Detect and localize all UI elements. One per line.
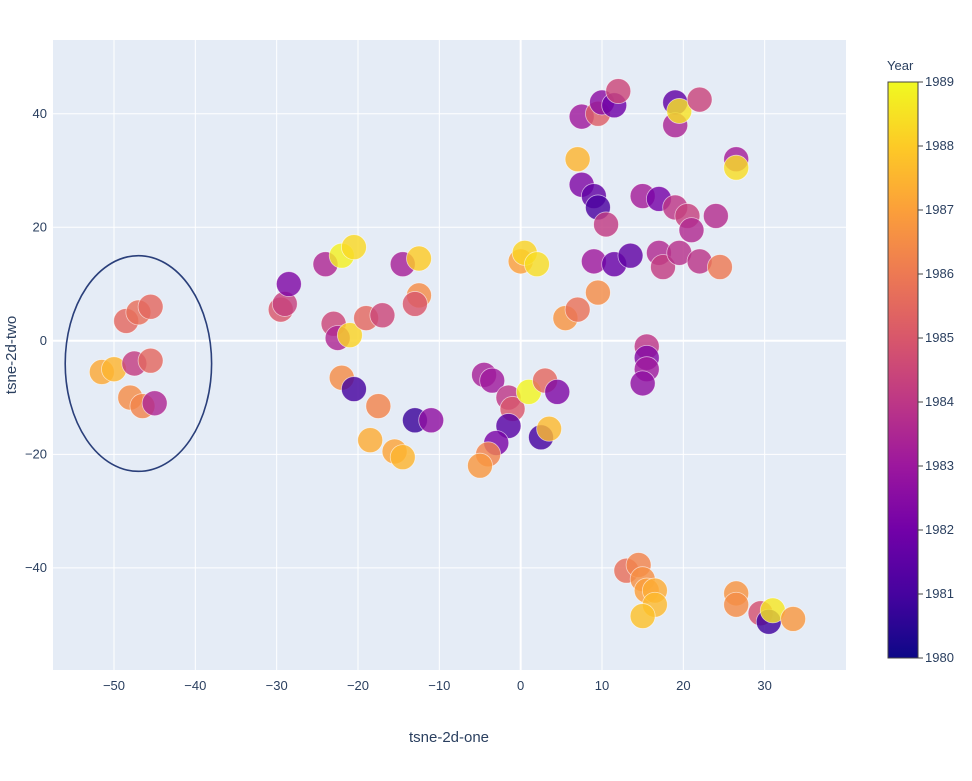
colorbar-tick-label: 1987 <box>925 202 954 217</box>
x-tick-labels: −50 −40 −30 −20 −10 0 10 20 30 <box>103 678 772 693</box>
y-tick-label: 20 <box>33 219 47 234</box>
x-tick-label: −20 <box>347 678 369 693</box>
x-tick-label: −10 <box>428 678 450 693</box>
data-point <box>723 591 750 618</box>
data-point <box>467 452 493 479</box>
data-point <box>536 415 563 442</box>
data-point <box>137 347 164 374</box>
data-point <box>593 211 619 238</box>
data-point <box>141 390 168 417</box>
data-point <box>341 376 367 402</box>
y-axis-title: tsne-2d-two <box>3 316 20 394</box>
colorbar-tick-label: 1988 <box>925 138 954 153</box>
x-axis-title: tsne-2d-one <box>409 729 489 746</box>
colorbar-tick-label: 1989 <box>925 74 954 89</box>
data-point <box>564 146 591 173</box>
y-tick-label: 40 <box>33 106 47 121</box>
data-point <box>544 378 571 405</box>
data-points <box>88 78 807 635</box>
colorbar-title: Year <box>887 58 914 73</box>
data-point <box>365 393 392 419</box>
data-point <box>723 154 750 181</box>
colorbar-tick-label: 1981 <box>925 586 954 601</box>
colorbar-tick-label: 1983 <box>925 458 954 473</box>
y-tick-labels: −40 −20 0 20 40 <box>25 106 47 575</box>
plot-background <box>53 40 846 670</box>
annotation-circle <box>64 254 213 473</box>
y-tick-label: −40 <box>25 560 47 575</box>
data-point <box>137 293 164 320</box>
x-tick-label: −50 <box>103 678 125 693</box>
data-point <box>605 78 632 104</box>
data-point <box>275 271 302 297</box>
x-tick-label: 10 <box>595 678 609 693</box>
colorbar-ticks: 1980 1981 1982 1983 1984 1985 1986 1987 1988 1989 <box>918 74 954 665</box>
y-tick-label: −20 <box>25 446 47 461</box>
colorbar: Year 19801981198219831984198519861987198… <box>887 58 954 665</box>
data-point <box>402 291 428 317</box>
colorbar-gradient <box>887 81 919 659</box>
x-tick-label: −30 <box>266 678 288 693</box>
y-tick-label: 0 <box>40 333 47 348</box>
data-point <box>617 242 644 269</box>
colorbar-tick-label: 1984 <box>925 394 954 409</box>
data-point <box>406 245 432 272</box>
data-point <box>336 322 363 349</box>
data-point <box>780 606 807 632</box>
data-point <box>564 296 591 323</box>
data-point <box>389 444 416 471</box>
data-point <box>702 203 729 229</box>
data-point <box>629 370 656 397</box>
data-point <box>418 407 445 434</box>
data-point <box>585 279 611 306</box>
x-tick-label: 0 <box>517 678 524 693</box>
data-point <box>341 234 367 261</box>
data-point <box>678 217 705 244</box>
data-point <box>524 251 550 278</box>
colorbar-tick-label: 1980 <box>925 650 954 665</box>
data-point <box>629 603 656 629</box>
x-tick-label: 30 <box>757 678 771 693</box>
x-tick-label: −40 <box>184 678 206 693</box>
x-tick-label: 20 <box>676 678 690 693</box>
data-point <box>479 367 506 394</box>
data-point <box>686 86 713 113</box>
data-point <box>707 254 733 280</box>
colorbar-tick-label: 1986 <box>925 266 954 281</box>
colorbar-tick-label: 1985 <box>925 330 954 345</box>
data-point <box>369 302 396 329</box>
colorbar-tick-label: 1982 <box>925 522 954 537</box>
data-point <box>357 427 384 454</box>
data-point <box>666 98 693 124</box>
